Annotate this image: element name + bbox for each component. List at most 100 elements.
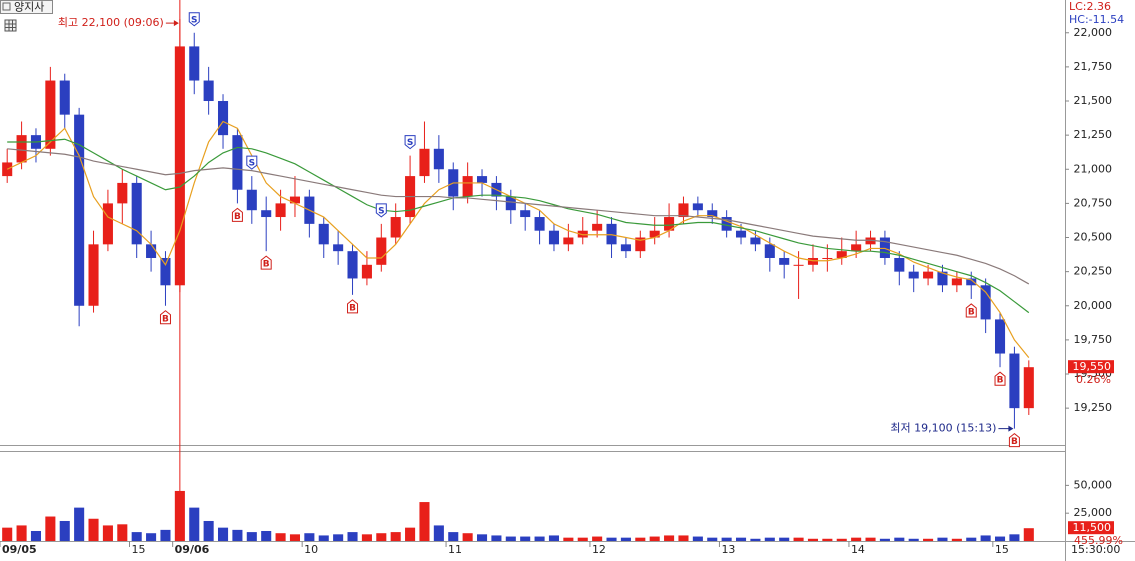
- volume-bar: [45, 516, 56, 541]
- volume-bar: [620, 537, 631, 541]
- y-tick-label: 21,500: [1074, 94, 1113, 107]
- volume-bar: [189, 507, 200, 541]
- volume-bar: [879, 538, 890, 541]
- volume-bar: [505, 536, 516, 541]
- volume-bar: [980, 535, 991, 541]
- volume-bar: [994, 536, 1006, 541]
- title-box: [0, 0, 53, 14]
- candle-body: [779, 257, 790, 265]
- volume-bar: [678, 535, 689, 541]
- x-tick-label: 09/06: [175, 543, 210, 556]
- candle-body: [635, 237, 646, 252]
- volume-bar: [793, 537, 804, 541]
- x-tick-label: 13: [721, 543, 735, 556]
- candle-body: [966, 278, 977, 286]
- candle-body: [807, 257, 819, 265]
- grid-icon[interactable]: [4, 19, 17, 32]
- volume-bar: [649, 536, 660, 541]
- volume-bar: [692, 536, 703, 541]
- candle-body: [131, 182, 142, 245]
- moving-average: [6, 120, 1030, 359]
- volume-bar: [851, 537, 862, 541]
- volume-bar: [836, 538, 847, 541]
- candle-body: [620, 244, 631, 252]
- volume-bar: [664, 535, 675, 541]
- volume-ratio: 455.99%: [1074, 534, 1123, 547]
- candle-body: [174, 46, 185, 286]
- last-change: 0.26%: [1076, 373, 1111, 386]
- candle-body: [678, 203, 689, 218]
- volume-bar: [577, 537, 588, 541]
- signal-marker: [404, 135, 416, 150]
- signal-marker: [246, 155, 258, 170]
- volume-bar: [275, 533, 286, 541]
- volume-bar: [764, 537, 775, 541]
- last-volume-label: 11,500: [1073, 521, 1112, 534]
- candle-body: [563, 237, 574, 245]
- volume-bar: [592, 536, 603, 541]
- candle-body: [994, 319, 1006, 354]
- candle-body: [16, 135, 27, 163]
- volume-bar: [448, 532, 459, 541]
- hc-label: HC:-11.54: [1069, 13, 1124, 26]
- volume-bar: [74, 507, 85, 541]
- volume-bar: [433, 525, 444, 541]
- candle-body: [879, 237, 890, 258]
- signal-label: B: [997, 376, 1004, 386]
- volume-bar: [520, 536, 531, 541]
- volume-bar: [203, 520, 214, 541]
- volume-bar: [1009, 534, 1020, 541]
- volume-bar: [635, 537, 646, 541]
- volume-bar: [160, 529, 171, 541]
- candle-body: [376, 237, 387, 265]
- candle-body: [592, 223, 603, 231]
- x-tick-label: 15: [995, 543, 1009, 556]
- candle-body: [692, 203, 703, 211]
- volume-bar: [405, 527, 416, 541]
- signal-marker: [994, 371, 1006, 386]
- lc-label: LC:2.36: [1069, 0, 1111, 13]
- candle-body: [45, 80, 56, 149]
- candle-body: [88, 244, 99, 306]
- y-tick-label: 19,250: [1074, 401, 1113, 414]
- x-tick-label: 15: [132, 543, 146, 556]
- y-tick-label: 20,000: [1074, 299, 1113, 312]
- volume-bar: [361, 534, 372, 541]
- candle-body: [160, 257, 171, 286]
- volume-bar: [333, 534, 344, 541]
- moving-average: [7, 138, 1030, 314]
- candle-body: [217, 101, 229, 136]
- volume-bar: [491, 535, 502, 541]
- high-annotation: 최고 22,100 (09:06): [58, 16, 164, 29]
- x-tick-label: 12: [592, 543, 606, 556]
- candle-body: [520, 210, 531, 218]
- candle-body: [606, 223, 617, 245]
- volume-bar: [735, 537, 747, 541]
- signal-marker: [260, 255, 272, 270]
- signal-label: B: [1011, 437, 1018, 447]
- candle-body: [793, 264, 804, 266]
- signal-marker: [159, 310, 171, 325]
- candle-body: [117, 182, 128, 204]
- candle-body: [923, 271, 934, 279]
- volume-bar: [30, 530, 42, 541]
- volume-bar: [419, 502, 430, 541]
- signal-marker: [347, 299, 359, 314]
- candle-body: [1023, 367, 1034, 409]
- x-tick-label: 10: [304, 543, 318, 556]
- volume-bar: [563, 537, 574, 541]
- signal-label: S: [249, 159, 255, 169]
- volume-bar: [923, 538, 934, 541]
- volume-bar: [606, 537, 617, 541]
- high-arrow-head: [173, 20, 179, 27]
- candle-body: [433, 148, 444, 170]
- y-tick-label: 21,250: [1074, 128, 1113, 141]
- volume-bar: [59, 520, 70, 541]
- candle-body: [232, 135, 243, 190]
- volume-bar: [750, 538, 761, 541]
- volume-bar: [232, 529, 243, 541]
- low-arrow-head: [1008, 425, 1014, 432]
- volume-bar: [721, 537, 732, 541]
- candle-body: [318, 223, 329, 245]
